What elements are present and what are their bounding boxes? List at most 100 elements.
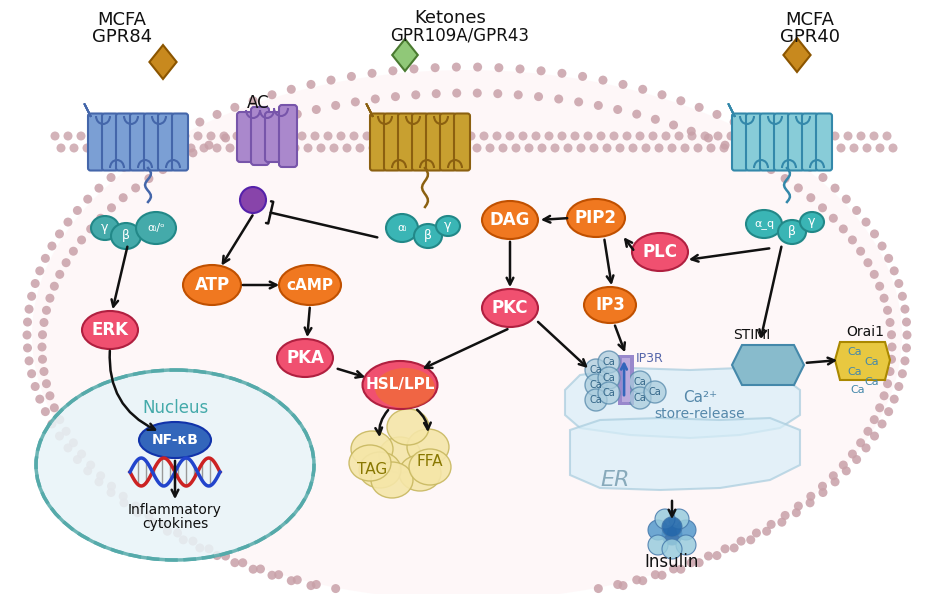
Circle shape bbox=[713, 110, 721, 119]
Circle shape bbox=[695, 558, 703, 567]
Circle shape bbox=[27, 369, 36, 378]
Circle shape bbox=[602, 144, 612, 153]
Polygon shape bbox=[392, 39, 417, 71]
Circle shape bbox=[585, 389, 607, 411]
Circle shape bbox=[537, 144, 546, 153]
Circle shape bbox=[145, 174, 153, 183]
Circle shape bbox=[614, 580, 622, 589]
Circle shape bbox=[598, 382, 620, 404]
Circle shape bbox=[870, 229, 879, 238]
Circle shape bbox=[55, 270, 64, 279]
Circle shape bbox=[558, 131, 567, 141]
Circle shape bbox=[870, 131, 879, 141]
Text: MCFA: MCFA bbox=[97, 11, 147, 29]
Circle shape bbox=[505, 131, 515, 141]
FancyBboxPatch shape bbox=[88, 113, 104, 170]
Text: GPR84: GPR84 bbox=[92, 28, 152, 46]
FancyBboxPatch shape bbox=[760, 113, 776, 170]
Text: Ca: Ca bbox=[602, 373, 616, 383]
Circle shape bbox=[108, 144, 118, 153]
FancyBboxPatch shape bbox=[440, 113, 456, 170]
Circle shape bbox=[248, 565, 258, 574]
Circle shape bbox=[454, 131, 462, 141]
Circle shape bbox=[69, 438, 78, 447]
FancyBboxPatch shape bbox=[158, 113, 174, 170]
Circle shape bbox=[351, 97, 360, 106]
Circle shape bbox=[669, 564, 678, 573]
Circle shape bbox=[312, 105, 320, 114]
Circle shape bbox=[389, 131, 398, 141]
Circle shape bbox=[875, 282, 884, 290]
Circle shape bbox=[492, 131, 502, 141]
Circle shape bbox=[610, 131, 618, 141]
Circle shape bbox=[668, 144, 676, 153]
Ellipse shape bbox=[36, 370, 314, 560]
Circle shape bbox=[883, 379, 892, 388]
Circle shape bbox=[409, 65, 418, 74]
Circle shape bbox=[598, 367, 620, 389]
Circle shape bbox=[205, 544, 214, 554]
Circle shape bbox=[740, 131, 748, 141]
Circle shape bbox=[791, 131, 800, 141]
Circle shape bbox=[106, 173, 116, 182]
Ellipse shape bbox=[407, 429, 449, 465]
Circle shape bbox=[174, 144, 182, 153]
Circle shape bbox=[856, 438, 865, 447]
Circle shape bbox=[129, 131, 137, 141]
Circle shape bbox=[460, 144, 469, 153]
Circle shape bbox=[64, 444, 73, 453]
Circle shape bbox=[762, 134, 771, 143]
Circle shape bbox=[96, 471, 106, 481]
Circle shape bbox=[648, 131, 658, 141]
Text: ATP: ATP bbox=[194, 276, 230, 294]
Circle shape bbox=[446, 144, 456, 153]
Text: MCFA: MCFA bbox=[785, 11, 834, 29]
Circle shape bbox=[669, 509, 689, 529]
Circle shape bbox=[48, 242, 56, 251]
Circle shape bbox=[256, 564, 265, 573]
Circle shape bbox=[69, 247, 78, 256]
Text: Ca: Ca bbox=[848, 367, 862, 377]
Text: Ca: Ca bbox=[633, 377, 646, 387]
Ellipse shape bbox=[409, 449, 451, 485]
Circle shape bbox=[648, 520, 668, 540]
Circle shape bbox=[148, 143, 157, 152]
Circle shape bbox=[514, 90, 523, 99]
Circle shape bbox=[674, 131, 684, 141]
Circle shape bbox=[762, 527, 771, 536]
Circle shape bbox=[806, 193, 815, 202]
Circle shape bbox=[818, 488, 828, 497]
FancyBboxPatch shape bbox=[102, 113, 118, 170]
Ellipse shape bbox=[82, 311, 138, 349]
Circle shape bbox=[292, 110, 302, 119]
Circle shape bbox=[694, 144, 702, 153]
Circle shape bbox=[817, 131, 827, 141]
Circle shape bbox=[121, 144, 131, 153]
Circle shape bbox=[180, 131, 190, 141]
Circle shape bbox=[55, 415, 64, 424]
Circle shape bbox=[120, 498, 129, 507]
Circle shape bbox=[902, 330, 912, 340]
Circle shape bbox=[804, 131, 814, 141]
Polygon shape bbox=[835, 342, 890, 380]
Circle shape bbox=[574, 97, 583, 106]
Circle shape bbox=[106, 488, 116, 497]
Text: Ca: Ca bbox=[602, 388, 616, 398]
Circle shape bbox=[890, 266, 899, 276]
Circle shape bbox=[902, 343, 911, 352]
Circle shape bbox=[870, 415, 879, 424]
Circle shape bbox=[830, 478, 840, 486]
Circle shape bbox=[474, 62, 482, 72]
Circle shape bbox=[195, 118, 205, 127]
Text: Ca: Ca bbox=[589, 365, 602, 375]
FancyBboxPatch shape bbox=[774, 113, 790, 170]
Circle shape bbox=[856, 247, 865, 256]
Circle shape bbox=[83, 195, 92, 204]
Ellipse shape bbox=[387, 409, 429, 445]
Circle shape bbox=[213, 110, 221, 119]
Circle shape bbox=[343, 144, 351, 153]
Circle shape bbox=[38, 355, 47, 364]
Text: Inflammatory: Inflammatory bbox=[128, 503, 222, 517]
Circle shape bbox=[767, 520, 775, 529]
FancyBboxPatch shape bbox=[816, 113, 832, 170]
